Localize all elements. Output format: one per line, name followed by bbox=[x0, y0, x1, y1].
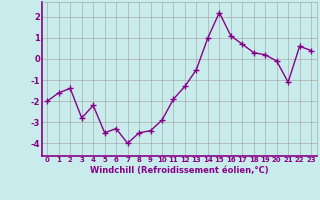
X-axis label: Windchill (Refroidissement éolien,°C): Windchill (Refroidissement éolien,°C) bbox=[90, 166, 268, 175]
